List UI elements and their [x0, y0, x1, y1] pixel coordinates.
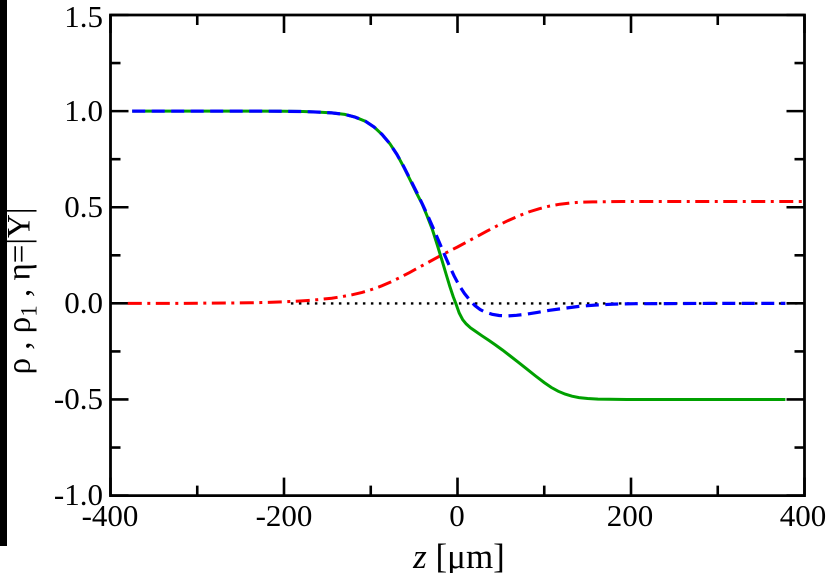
- x-axis-title: z [μm]: [413, 537, 505, 573]
- y-tick-label: -1.0: [53, 477, 103, 512]
- series-rho1: [132, 109, 786, 318]
- x-axis-variable: z: [413, 537, 427, 573]
- y-axis-title-subscript: 1: [16, 305, 42, 317]
- y-tick-label: -0.5: [53, 381, 103, 416]
- x-tick-label: 400: [779, 498, 827, 533]
- y-axis-title-pre: ρ , ρ: [1, 316, 38, 375]
- y-tick-label: 1.5: [64, 0, 103, 34]
- scan-artifact-strip: [0, 0, 7, 546]
- plot-frame: [109, 13, 806, 497]
- y-axis-title-post: , η=|Y|: [1, 207, 38, 306]
- x-tick-label: -400: [81, 498, 139, 533]
- y-tick-label: 0.0: [64, 285, 103, 320]
- y-tick-label: 0.5: [64, 189, 103, 224]
- x-tick-label: -200: [255, 498, 313, 533]
- y-axis-title: ρ , ρ1 , η=|Y|: [2, 208, 43, 375]
- x-axis-units: [μm]: [426, 537, 505, 573]
- x-tick-label: 200: [606, 498, 654, 533]
- x-tick-label: 0: [449, 498, 465, 533]
- y-tick-label: 1.0: [64, 93, 103, 128]
- series-eta: [127, 200, 805, 305]
- series-rho: [132, 109, 786, 401]
